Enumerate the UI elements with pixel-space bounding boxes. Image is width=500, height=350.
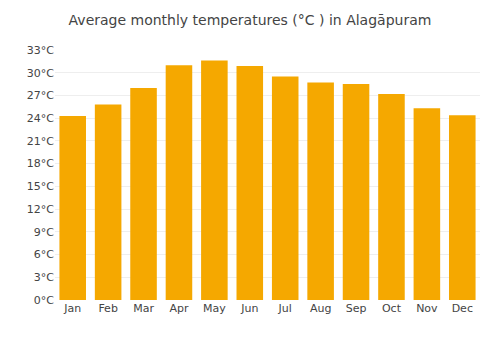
svg-text:6°C: 6°C [34,248,54,261]
svg-text:21°C: 21°C [27,135,54,148]
svg-text:Jun: Jun [240,302,258,315]
svg-text:3°C: 3°C [34,271,54,284]
svg-text:Jul: Jul [278,302,292,315]
svg-text:Jan: Jan [63,302,81,315]
svg-text:May: May [203,302,226,315]
svg-text:15°C: 15°C [27,180,54,193]
svg-text:33°C: 33°C [27,44,54,57]
svg-text:Average monthly temperatures (: Average monthly temperatures (°C ) in Al… [69,12,432,28]
svg-text:Mar: Mar [133,302,154,315]
svg-text:Aug: Aug [310,302,331,315]
svg-text:Sep: Sep [346,302,367,315]
svg-text:24°C: 24°C [27,112,54,125]
svg-text:Dec: Dec [452,302,473,315]
svg-text:18°C: 18°C [27,157,54,170]
svg-text:Feb: Feb [98,302,117,315]
svg-text:30°C: 30°C [27,67,54,80]
svg-text:Apr: Apr [169,302,189,315]
svg-text:0°C: 0°C [34,294,54,307]
svg-text:9°C: 9°C [34,226,54,239]
svg-text:27°C: 27°C [27,89,54,102]
svg-text:Nov: Nov [416,302,438,315]
svg-text:12°C: 12°C [27,203,54,216]
svg-text:Oct: Oct [382,302,402,315]
